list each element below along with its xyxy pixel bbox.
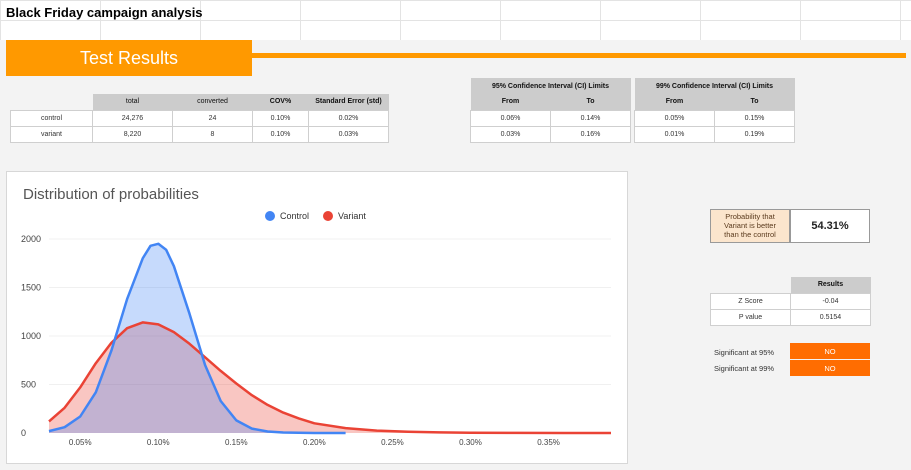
summary-header-row: total converted COV% Standard Error (std… [11, 94, 389, 110]
table-row: 0.03% 0.16% 0.01% 0.19% [470, 125, 795, 143]
table-row: 0.06% 0.14% 0.05% 0.15% [470, 109, 795, 127]
variant-converted: 8 [172, 125, 253, 143]
table-row: P value 0.5154 [710, 308, 871, 326]
control-std: 0.02% [308, 109, 389, 127]
probability-value: 54.31% [790, 209, 870, 243]
y-tick-label: 1000 [21, 331, 41, 341]
control-total: 24,276 [92, 109, 173, 127]
control-ci99-to: 0.15% [714, 109, 795, 127]
variant-cov: 0.10% [252, 125, 309, 143]
summary-header-total: total [92, 94, 173, 110]
control-ci95-to: 0.14% [550, 109, 631, 127]
variant-std: 0.03% [308, 125, 389, 143]
significant-95-label: Significant at 95% [714, 348, 775, 357]
ci-title-row: 95% Confidence Interval (CI) Limits 99% … [470, 78, 795, 94]
control-cov: 0.10% [252, 109, 309, 127]
significant-99-value: NO [790, 360, 870, 376]
x-tick-label: 0.10% [147, 438, 170, 447]
legend-variant-swatch [323, 211, 333, 221]
x-tick-label: 0.15% [225, 438, 248, 447]
y-tick-label: 1500 [21, 283, 41, 293]
variant-total: 8,220 [92, 125, 173, 143]
table-row: Z Score -0.04 [710, 292, 871, 310]
control-area [49, 243, 346, 433]
control-line [48, 242, 346, 435]
control-ci99-from: 0.05% [634, 109, 715, 127]
probability-distribution-chart[interactable]: Distribution of probabilities Control Va… [6, 171, 628, 464]
significant-99-label: Significant at 99% [714, 364, 775, 373]
y-axis: 0 500 1000 1500 2000 [21, 234, 611, 438]
row-label-variant: variant [10, 125, 93, 143]
ci99-title: 99% Confidence Interval (CI) Limits [634, 78, 795, 94]
x-axis: 0.05% 0.10% 0.15% 0.20% 0.25% 0.30% 0.35% [69, 438, 560, 447]
x-tick-label: 0.20% [303, 438, 326, 447]
variant-ci95-from: 0.03% [470, 125, 551, 143]
results-table: Results Z Score -0.04 P value 0.5154 [710, 277, 871, 326]
ci99-to-header: To [714, 94, 795, 110]
summary-header-cov: COV% [252, 94, 309, 110]
test-results-banner: Test Results [6, 40, 252, 76]
summary-header-empty [11, 94, 93, 110]
x-tick-label: 0.35% [537, 438, 560, 447]
ci95-from-header: From [470, 94, 551, 110]
variant-area [49, 322, 611, 433]
chart-title: Distribution of probabilities [23, 186, 199, 203]
chart-svg: Distribution of probabilities Control Va… [21, 186, 611, 447]
x-tick-label: 0.25% [381, 438, 404, 447]
table-row: variant 8,220 8 0.10% 0.03% [10, 125, 389, 143]
probability-label: Probability that Variant is better than … [710, 209, 790, 243]
significant-95-value: NO [790, 343, 870, 359]
legend-control-label: Control [280, 211, 309, 221]
y-tick-label: 0 [21, 428, 26, 438]
summary-header-std: Standard Error (std) [308, 94, 389, 110]
chart-legend[interactable]: Control Variant [265, 211, 366, 221]
legend-variant-label: Variant [338, 211, 366, 221]
results-header-row: Results [711, 277, 871, 293]
chart-series [48, 242, 611, 435]
table-row: control 24,276 24 0.10% 0.02% [10, 109, 389, 127]
x-tick-label: 0.05% [69, 438, 92, 447]
x-tick-label: 0.30% [459, 438, 482, 447]
control-converted: 24 [172, 109, 253, 127]
summary-table: total converted COV% Standard Error (std… [10, 94, 389, 143]
ci-subheader-row: From To From To [470, 94, 795, 110]
z-score-value: -0.04 [790, 292, 871, 310]
variant-ci99-from: 0.01% [634, 125, 715, 143]
ci95-title: 95% Confidence Interval (CI) Limits [470, 78, 631, 94]
variant-ci99-to: 0.19% [714, 125, 795, 143]
y-tick-label: 500 [21, 380, 36, 390]
ci95-to-header: To [550, 94, 631, 110]
banner-divider [6, 53, 906, 58]
p-value-label: P value [710, 308, 791, 326]
summary-header-converted: converted [172, 94, 253, 110]
variant-ci95-to: 0.16% [550, 125, 631, 143]
row-label-control: control [10, 109, 93, 127]
z-score-label: Z Score [710, 292, 791, 310]
confidence-interval-table: 95% Confidence Interval (CI) Limits 99% … [470, 78, 795, 143]
sheet-title: Black Friday campaign analysis [6, 5, 203, 20]
ci99-from-header: From [634, 94, 715, 110]
results-title: Results [790, 277, 871, 293]
y-tick-label: 2000 [21, 234, 41, 244]
control-ci95-from: 0.06% [470, 109, 551, 127]
legend-control-swatch [265, 211, 275, 221]
p-value-value: 0.5154 [790, 308, 871, 326]
